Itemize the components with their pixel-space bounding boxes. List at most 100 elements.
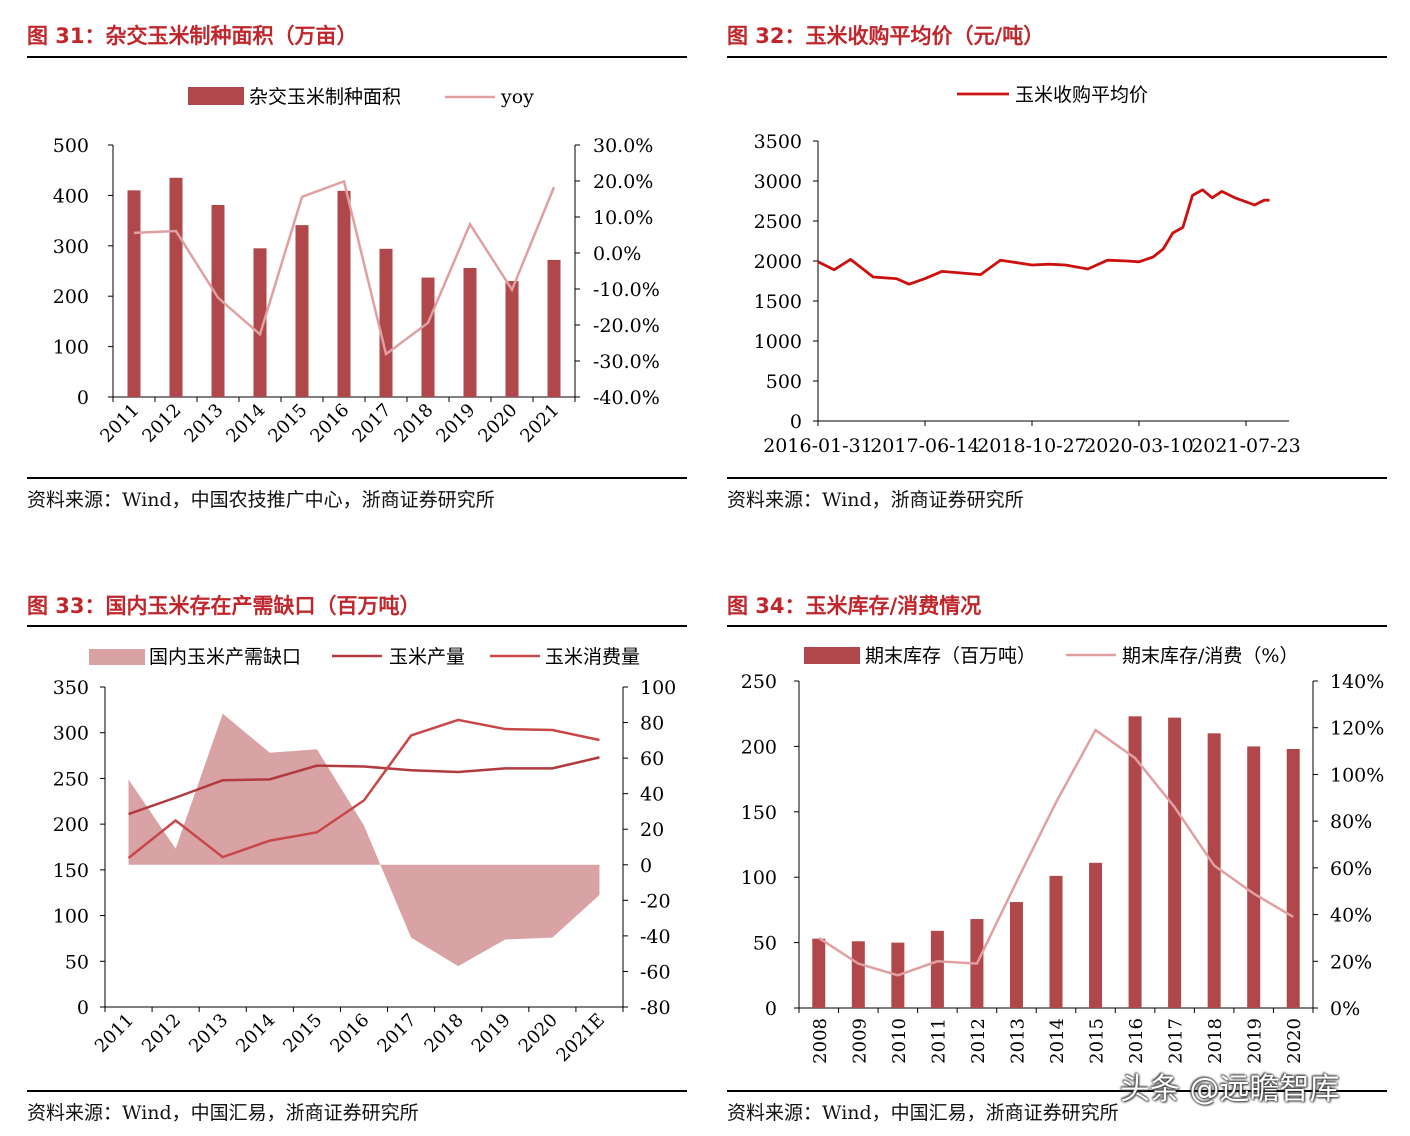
figure-32-top-rule — [727, 56, 1387, 58]
chart-31: 500 400 300 200 100 0 30.0% 20.0% 10.0% 0.0% -10.0… — [53, 86, 660, 447]
left-tick-label: 100 — [53, 906, 89, 928]
figure-34-bottom-rule — [727, 1090, 1387, 1092]
right-tick-label: 60 — [640, 748, 664, 770]
x-tick-label: 2009 — [849, 1018, 870, 1064]
legend-label-line: yoy — [500, 86, 534, 108]
left-tick-label: 200 — [53, 814, 89, 836]
y-tick-label: 2500 — [754, 211, 802, 233]
x-tick-label: 2020 — [474, 400, 521, 447]
ratio-line — [818, 728, 1294, 977]
x-tick-label: 2020 — [1284, 1018, 1305, 1064]
right-tick-label: -10.0% — [593, 279, 660, 301]
right-tick-label: 80 — [640, 713, 664, 735]
y-tick-label: 3500 — [754, 131, 802, 153]
legend-label-bar: 杂交玉米制种面积 — [249, 86, 401, 108]
right-tick-label: 20 — [640, 819, 664, 841]
figure-33-source: 资料来源：Wind，中国汇易，浙商证券研究所 — [27, 1102, 419, 1124]
bar — [505, 281, 519, 397]
left-tick-label: 350 — [53, 677, 89, 699]
right-tick-label: -20 — [640, 890, 671, 912]
x-tick-label: 2018 — [1205, 1018, 1226, 1064]
x-tick-label: 2013 — [185, 1010, 232, 1057]
x-tick-label: 2011 — [91, 1010, 138, 1057]
bar — [253, 248, 267, 397]
x-tick-label: 2018 — [390, 400, 437, 447]
figure-32-bottom-rule — [727, 477, 1387, 479]
y-tick-label: 1500 — [754, 291, 802, 313]
bar — [337, 190, 351, 397]
left-tick-label: 100 — [741, 867, 777, 889]
bar — [1207, 733, 1221, 1008]
bar — [127, 190, 141, 397]
right-tick-label: 60% — [1330, 858, 1372, 880]
figure-33-top-rule — [27, 625, 687, 627]
right-tick-label: 100% — [1330, 764, 1384, 786]
right-tick-label: -40 — [640, 926, 671, 948]
left-tick-label: 50 — [65, 951, 89, 973]
right-tick-label: 0% — [1330, 998, 1360, 1020]
production-line — [128, 756, 600, 816]
x-tick-label: 2015 — [1087, 1018, 1108, 1064]
bar — [1049, 875, 1063, 1008]
legend-label-production: 玉米产量 — [389, 646, 465, 668]
left-tick-label: 100 — [53, 337, 89, 359]
bar — [547, 259, 561, 397]
right-tick-label: -20.0% — [593, 315, 660, 337]
x-tick-label: 2016 — [306, 400, 353, 447]
x-tick-label: 2014 — [232, 1010, 279, 1057]
left-tick-label: 150 — [53, 860, 89, 882]
legend-label-line: 期末库存/消费（%） — [1122, 645, 1298, 667]
x-tick-label: 2016 — [326, 1010, 373, 1057]
legend-swatch-bar — [188, 87, 244, 105]
bar — [1128, 716, 1142, 1008]
left-tick-label: 300 — [53, 723, 89, 745]
bar — [211, 204, 225, 397]
figure-34-top-rule — [727, 625, 1387, 627]
right-tick-label: 80% — [1330, 811, 1372, 833]
y-tick-label: 0 — [790, 411, 802, 433]
x-tick-label: 2021E — [552, 1010, 609, 1067]
bar — [851, 941, 865, 1008]
legend-label-bar: 期末库存（百万吨） — [865, 645, 1036, 667]
right-tick-label: 10.0% — [593, 207, 653, 229]
right-tick-label: -40.0% — [593, 387, 660, 409]
figure-32-title: 图 32：玉米收购平均价（元/吨） — [727, 24, 1045, 48]
x-tick-label: 2017 — [1166, 1018, 1187, 1064]
x-tick-label: 2014 — [222, 400, 269, 447]
x-tick-label: 2016-01-31 — [763, 435, 873, 457]
right-tick-label: 40% — [1330, 905, 1372, 927]
watermark: 头条 @远瞻智库 — [1120, 1072, 1340, 1107]
figure-34-title: 图 34：玉米库存/消费情况 — [727, 594, 982, 618]
x-tick-label: 2013 — [180, 400, 227, 447]
figure-33-bottom-rule — [27, 1090, 687, 1092]
right-tick-label: 100 — [640, 677, 676, 699]
x-tick-label: 2011 — [928, 1018, 949, 1064]
y-tick-label: 500 — [766, 371, 802, 393]
x-tick-label: 2013 — [1007, 1018, 1028, 1064]
gap-area — [128, 713, 600, 967]
right-tick-label: 20% — [1330, 951, 1372, 973]
x-tick-label: 2019 — [468, 1010, 515, 1057]
right-tick-label: 0 — [640, 855, 652, 877]
chart-32: 35003000250020001500100050002016-01-3120… — [754, 84, 1301, 457]
right-tick-label: 120% — [1330, 718, 1384, 740]
bar — [1168, 717, 1182, 1008]
x-tick-label: 2020-03-10 — [1084, 435, 1194, 457]
left-tick-label: 0 — [77, 387, 89, 409]
left-tick-label: 0 — [765, 998, 777, 1020]
legend-label-area: 国内玉米产需缺口 — [149, 646, 301, 668]
x-tick-label: 2014 — [1047, 1018, 1068, 1064]
x-tick-label: 2019 — [1245, 1018, 1266, 1064]
x-tick-label: 2019 — [432, 400, 479, 447]
x-tick-label: 2018-10-27 — [977, 435, 1087, 457]
right-tick-label: -30.0% — [593, 351, 660, 373]
bar — [379, 248, 393, 397]
bar — [812, 938, 826, 1008]
x-tick-label: 2008 — [810, 1018, 831, 1064]
bar — [421, 277, 435, 397]
bar — [930, 930, 944, 1008]
figure-34-source: 资料来源：Wind，中国汇易，浙商证券研究所 — [727, 1102, 1119, 1124]
y-tick-label: 3000 — [754, 171, 802, 193]
y-tick-label: 2000 — [754, 251, 802, 273]
right-tick-label: -80 — [640, 997, 671, 1019]
